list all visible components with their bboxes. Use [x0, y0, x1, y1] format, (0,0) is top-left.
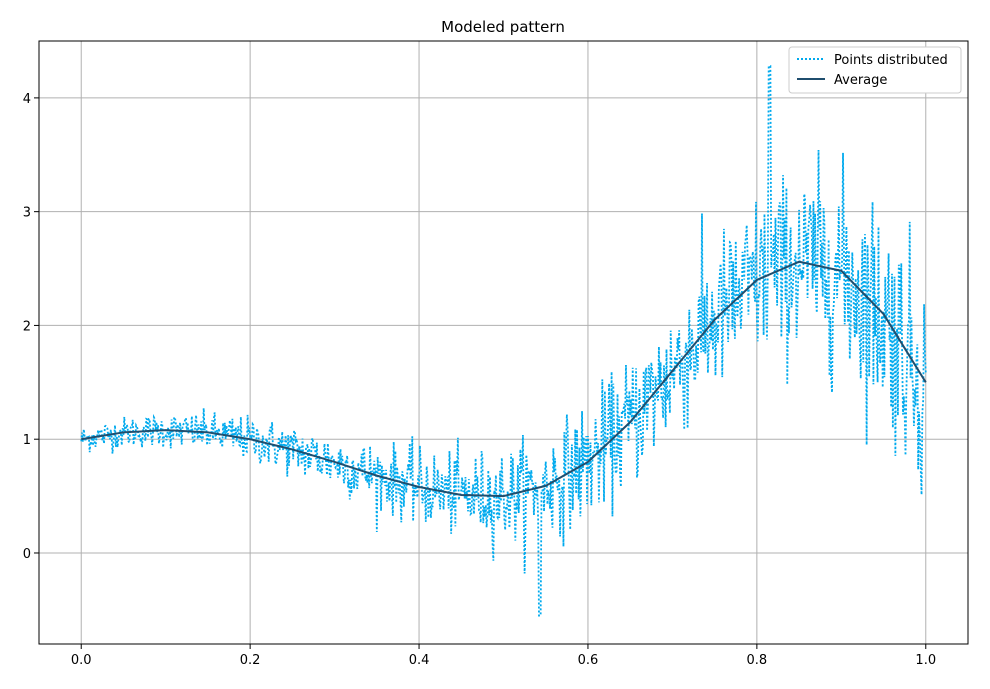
y-axis: 0 1 2 3 4: [23, 92, 39, 562]
y-tick-label: 3: [23, 206, 31, 221]
y-tick-label: 0: [23, 547, 31, 562]
y-tick-label: 1: [23, 433, 31, 448]
legend-label-average: Average: [834, 73, 887, 88]
x-tick-label: 0.0: [71, 653, 92, 668]
x-tick-label: 0.6: [578, 653, 599, 668]
x-tick-label: 0.8: [747, 653, 768, 668]
legend-label-points: Points distributed: [834, 53, 948, 68]
series-points-distributed: [80, 65, 927, 617]
series-average: [81, 260, 927, 498]
legend-box: [788, 46, 962, 94]
series-layer: [80, 65, 927, 617]
x-tick-label: 1.0: [915, 653, 936, 668]
plot-frame: [38, 40, 969, 645]
legend: Points distributed Average: [788, 46, 962, 94]
y-tick-label: 2: [23, 319, 31, 334]
x-tick-label: 0.2: [240, 653, 261, 668]
y-tick-label: 4: [23, 92, 31, 107]
x-tick-label: 0.4: [409, 653, 430, 668]
x-axis: 0.0 0.2 0.4 0.6 0.8 1.0: [71, 644, 936, 668]
chart-title: Modeled pattern: [441, 18, 565, 36]
